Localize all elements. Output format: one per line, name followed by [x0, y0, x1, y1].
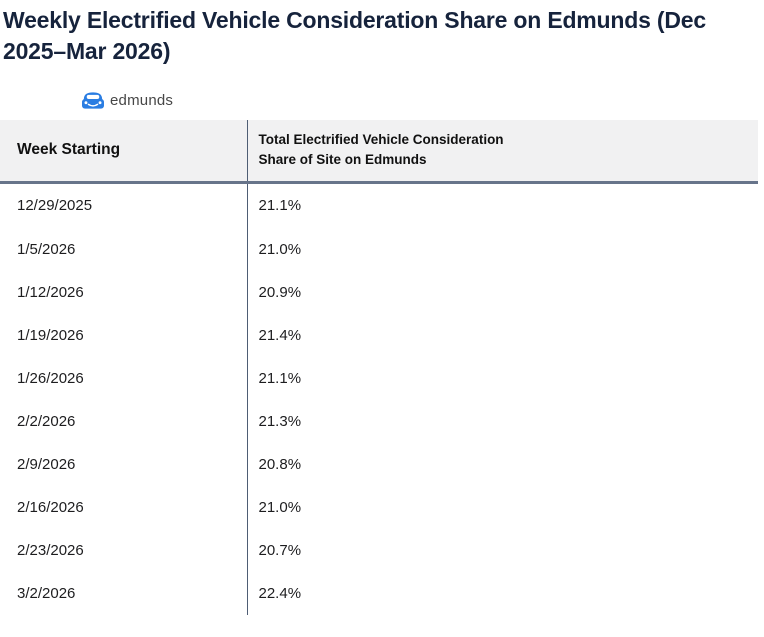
share-cell: 21.4%: [247, 314, 758, 357]
share-cell: 20.7%: [247, 529, 758, 572]
week-cell: 2/9/2026: [0, 443, 248, 486]
page-title: Weekly Electrified Vehicle Consideration…: [3, 7, 706, 64]
table-row: 1/26/2026 21.1%: [0, 357, 758, 400]
consideration-table: Week Starting Total Electrified Vehicle …: [0, 120, 758, 615]
table-row: 2/9/2026 20.8%: [0, 443, 758, 486]
week-cell: 1/26/2026: [0, 357, 248, 400]
share-cell: 21.0%: [247, 228, 758, 271]
table-row: 1/19/2026 21.4%: [0, 314, 758, 357]
share-cell: 20.8%: [247, 443, 758, 486]
table-row: 1/12/2026 20.9%: [0, 271, 758, 314]
share-cell: 21.1%: [247, 357, 758, 400]
car-front-icon: [82, 91, 104, 110]
table-row: 1/5/2026 21.0%: [0, 228, 758, 271]
week-cell: 1/5/2026: [0, 228, 248, 271]
table-row: 3/2/2026 22.4%: [0, 572, 758, 615]
col-header-week-starting: Week Starting: [0, 120, 248, 184]
share-cell: 21.1%: [247, 182, 758, 228]
col-header-share: Total Electrified Vehicle Consideration …: [247, 120, 758, 184]
table-row: 2/16/2026 21.0%: [0, 486, 758, 529]
table-row: 12/29/2025 21.1%: [0, 182, 758, 228]
week-cell: 12/29/2025: [0, 182, 248, 228]
col-header-week-label: Week Starting: [17, 141, 121, 159]
edmunds-logo: edmunds: [82, 90, 764, 111]
week-cell: 1/12/2026: [0, 271, 248, 314]
share-cell: 21.3%: [247, 400, 758, 443]
week-cell: 2/2/2026: [0, 400, 248, 443]
week-cell: 2/23/2026: [0, 529, 248, 572]
share-cell: 20.9%: [247, 271, 758, 314]
brand-name: edmunds: [110, 92, 174, 109]
header-row: Week Starting Total Electrified Vehicle …: [0, 120, 758, 184]
week-cell: 3/2/2026: [0, 572, 248, 615]
week-cell: 2/16/2026: [0, 486, 248, 529]
col-header-share-line2: Share of Site on Edmunds: [258, 152, 427, 168]
week-cell: 1/19/2026: [0, 314, 248, 357]
table-row: 2/23/2026 20.7%: [0, 529, 758, 572]
col-header-share-line1: Total Electrified Vehicle Consideration: [258, 132, 504, 148]
table-row: 2/2/2026 21.3%: [0, 400, 758, 443]
share-cell: 21.0%: [247, 486, 758, 529]
share-cell: 22.4%: [247, 572, 758, 615]
